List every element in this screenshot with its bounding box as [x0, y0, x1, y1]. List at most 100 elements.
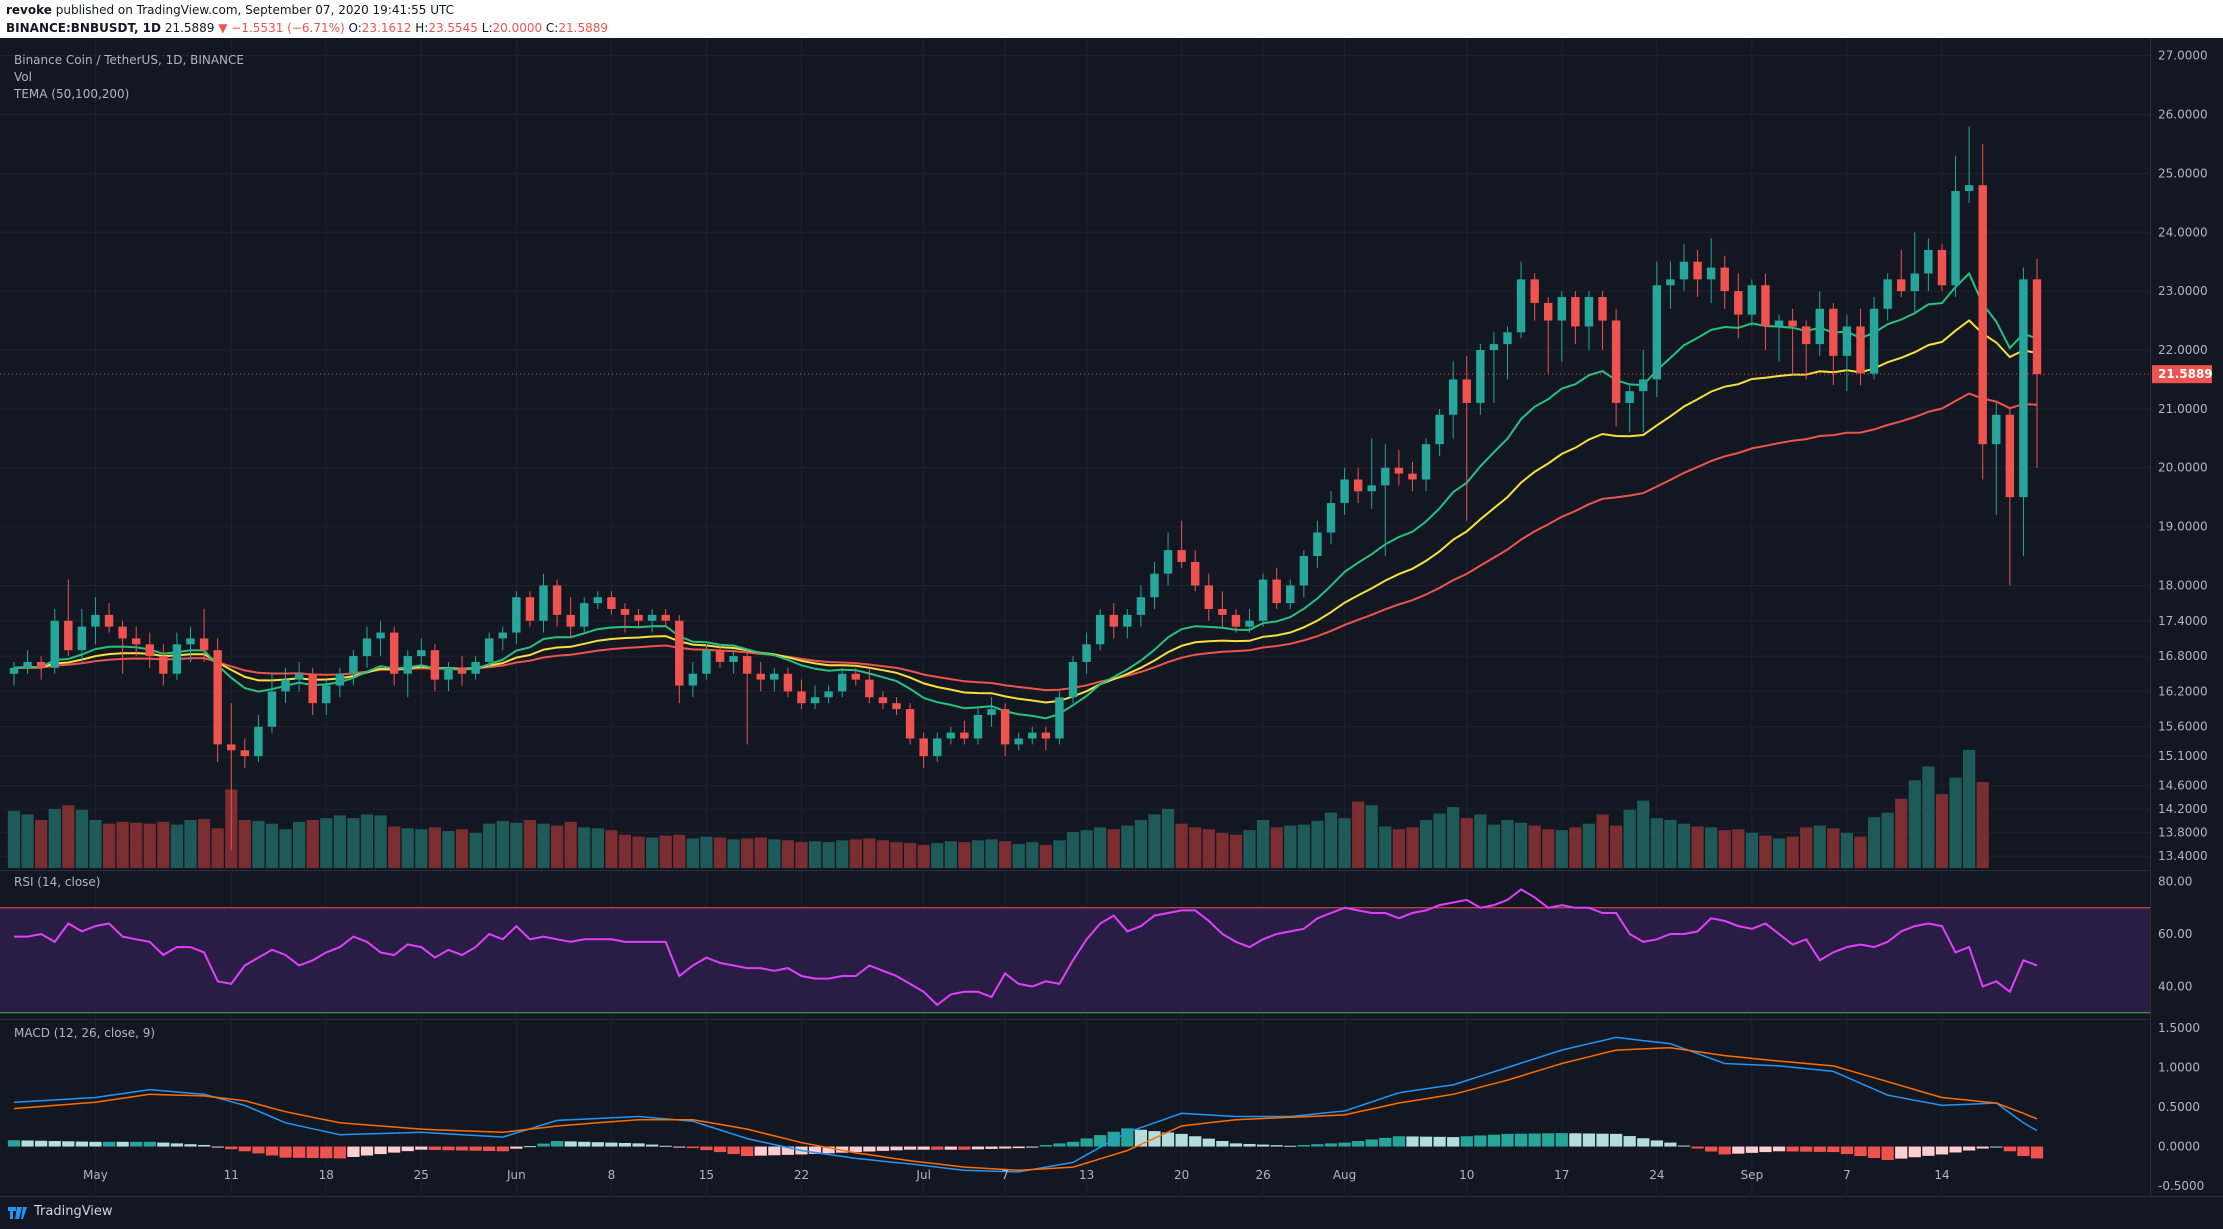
chart-canvas[interactable]: May 11 18 25 Jun 8 15 22 Jul 7 13 20 26 Aug 10 17 24 Sep 7… — [0, 38, 2223, 1196]
candle — [675, 614, 684, 704]
tradingview-brand[interactable]: TradingView — [34, 1204, 113, 1219]
candle — [471, 656, 480, 680]
candle — [1000, 703, 1010, 757]
volume-bar — [1922, 766, 1935, 868]
candle — [131, 626, 141, 657]
candle-body — [1014, 738, 1023, 745]
high-label: H: — [411, 21, 429, 35]
x-tick-label: Sep — [1741, 1168, 1764, 1182]
rsi-tick-label: 60.00 — [2158, 927, 2192, 941]
macd-histogram-bar — [1555, 1133, 1568, 1147]
candle — [1679, 244, 1689, 292]
candle — [1421, 438, 1431, 492]
macd-histogram-bar — [1772, 1146, 1786, 1152]
volume-bar — [252, 820, 265, 868]
candle-body — [1231, 614, 1241, 627]
tema-lines — [13, 271, 2038, 720]
candle — [797, 679, 806, 710]
macd-histogram-bar — [1243, 1143, 1256, 1147]
volume-bar — [1352, 801, 1365, 868]
macd-histogram-bar — [360, 1146, 374, 1156]
candle — [349, 650, 358, 686]
macd-histogram-bar — [388, 1146, 401, 1153]
macd-histogram-bar — [483, 1146, 496, 1152]
tradingview-logo-icon[interactable] — [8, 1205, 30, 1219]
volume-bar — [1963, 749, 1976, 868]
publish-meta: published on TradingView.com, September … — [51, 3, 455, 17]
candle-body — [1462, 379, 1471, 403]
candle-body — [403, 656, 412, 674]
volume-bar — [564, 821, 577, 868]
candle-body — [308, 673, 317, 704]
tema-200-line — [13, 392, 2038, 692]
candle — [1666, 261, 1675, 309]
volume-bar — [1243, 830, 1256, 868]
macd-histogram-bar — [1080, 1138, 1093, 1147]
macd-histogram-bar — [1881, 1146, 1894, 1160]
macd-histogram-bar — [1827, 1146, 1840, 1153]
candle-body — [1381, 467, 1390, 486]
macd-histogram-bar — [116, 1141, 129, 1147]
candle-body — [593, 597, 603, 604]
volume-bar — [265, 823, 279, 868]
candle — [1489, 332, 1499, 403]
candle-body — [566, 614, 575, 627]
candle — [1992, 402, 2001, 515]
volume-legend: Vol — [14, 70, 32, 84]
candle-body — [1041, 732, 1051, 739]
volume-bar — [21, 814, 34, 868]
macd-histogram-bar — [1935, 1146, 1949, 1155]
candle — [104, 603, 114, 633]
x-tick-label: 22 — [794, 1168, 809, 1182]
candle — [294, 661, 304, 692]
author-name[interactable]: revoke — [6, 3, 52, 17]
macd-histogram-bar — [1216, 1141, 1229, 1147]
macd-histogram-bar — [1460, 1136, 1473, 1147]
candle — [824, 685, 833, 704]
candle-body — [1272, 579, 1281, 604]
volume-bar — [1895, 798, 1908, 868]
candle — [1734, 273, 1743, 339]
macd-histogram-bar — [1338, 1142, 1351, 1147]
candle-body — [199, 638, 209, 651]
candle-body — [376, 632, 385, 639]
candle-body — [1340, 479, 1349, 504]
macd-histogram-bar — [1854, 1146, 1867, 1157]
macd-histogram-bar — [1514, 1133, 1528, 1147]
candle — [1964, 126, 1974, 203]
x-tick-label: 26 — [1255, 1168, 1270, 1182]
macd-histogram-bar — [306, 1146, 319, 1159]
candles[interactable] — [0, 126, 2150, 851]
macd-histogram-bar — [1379, 1137, 1392, 1147]
macd-histogram-bar — [876, 1146, 890, 1151]
candle — [1448, 361, 1458, 439]
macd-histogram-bar — [2003, 1146, 2016, 1152]
candle-body — [1068, 661, 1078, 698]
chart-legend-title: Binance Coin / TetherUS, 1D, BINANCE — [14, 53, 244, 67]
candle — [647, 608, 657, 633]
close-value: 21.5889 — [558, 21, 608, 35]
candle-body — [525, 597, 535, 621]
candle-body — [620, 608, 630, 615]
candle-body — [539, 585, 548, 621]
macd-histogram-bar — [2030, 1146, 2044, 1159]
volume-bar — [632, 836, 645, 868]
candle-body — [1883, 279, 1892, 309]
volume-bar — [999, 841, 1012, 868]
volume-bar — [876, 840, 890, 868]
volume-bar — [1297, 824, 1310, 868]
candle — [1204, 573, 1214, 621]
rsi-separator — [0, 870, 2150, 871]
macd-histogram-bar — [931, 1146, 944, 1150]
candle — [227, 703, 236, 851]
macd-histogram-bar — [1691, 1146, 1704, 1149]
price-tick-label: 23.0000 — [2158, 284, 2208, 298]
volume-bar — [455, 829, 469, 868]
macd-histogram-bar — [1392, 1136, 1405, 1147]
candle — [878, 691, 888, 710]
volume-bar — [197, 819, 211, 868]
volume-bar — [1419, 820, 1433, 868]
macd-histogram-bar — [917, 1146, 930, 1150]
rsi-pane — [0, 888, 2150, 1014]
candle — [145, 632, 154, 668]
